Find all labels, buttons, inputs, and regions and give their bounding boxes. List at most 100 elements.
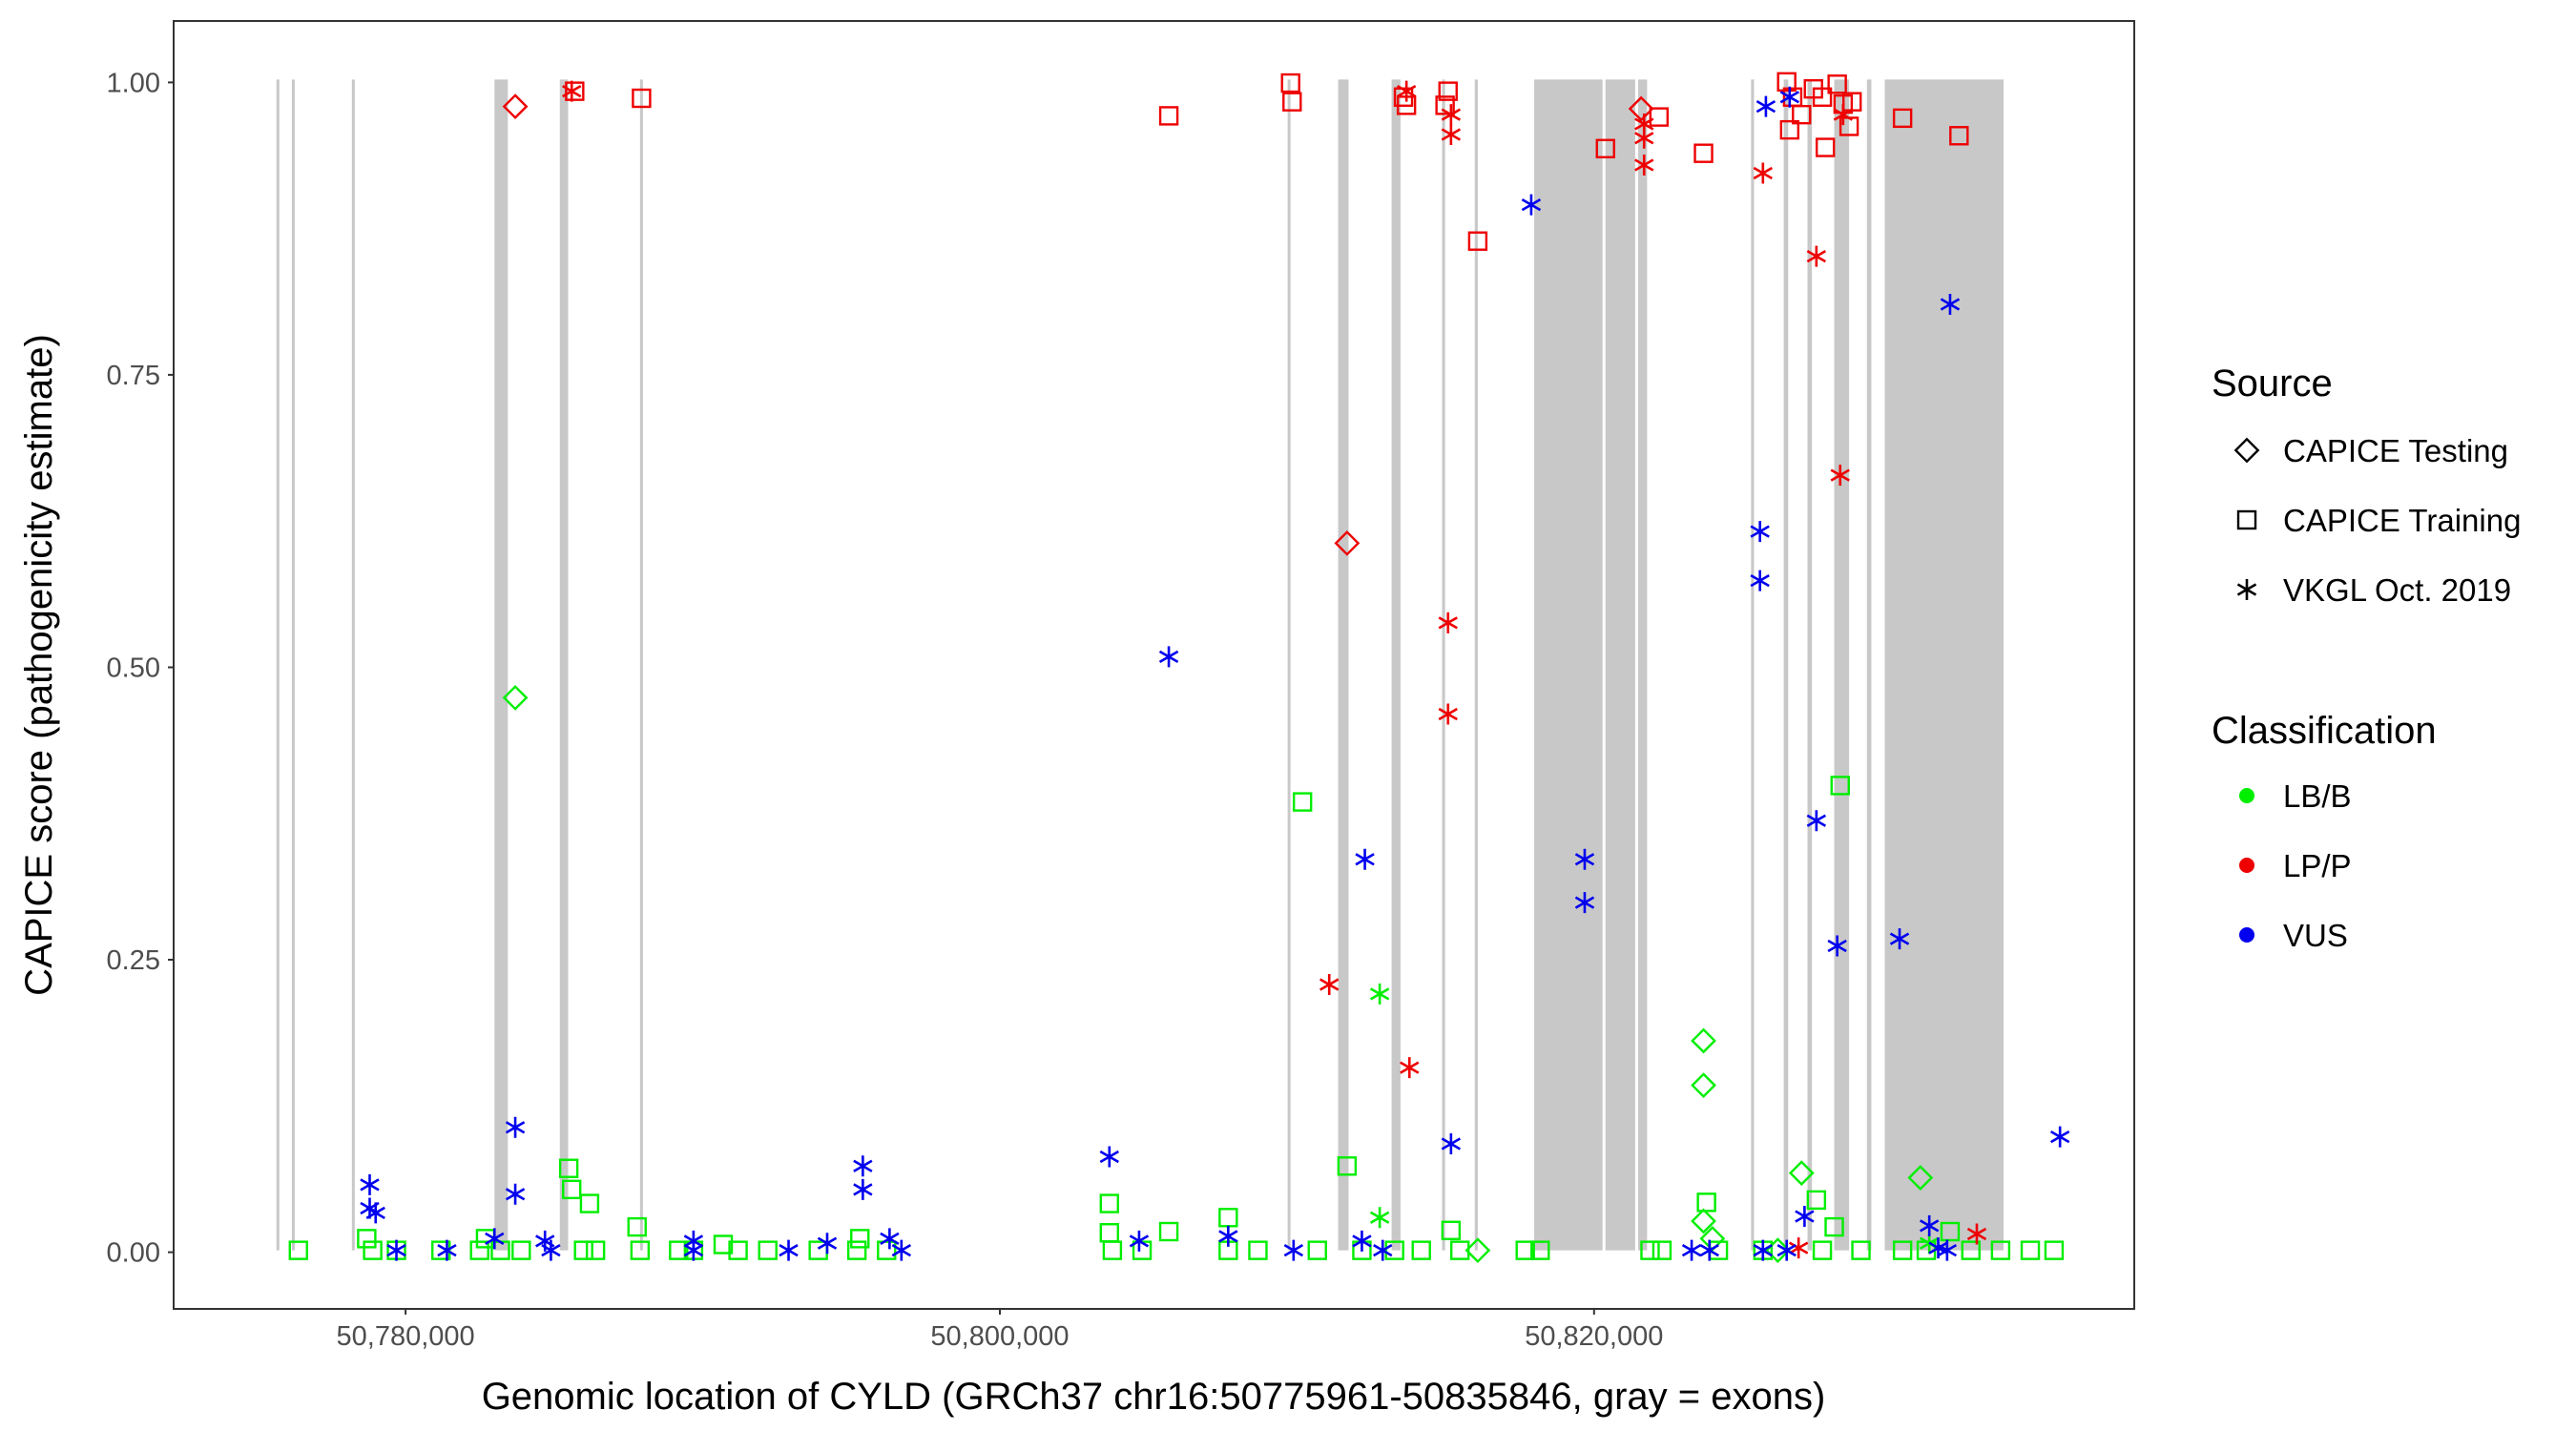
data-point-asterisk xyxy=(1755,95,1776,117)
y-axis-title: CAPICE score (pathogenicity estimate) xyxy=(18,334,60,996)
data-point-diamond xyxy=(1691,1208,1716,1234)
data-point-asterisk xyxy=(2049,1126,2070,1148)
data-point-asterisk xyxy=(1795,1206,1815,1228)
data-point-asterisk xyxy=(1441,1132,1462,1154)
data-point-asterisk xyxy=(1574,848,1595,870)
data-point-diamond xyxy=(1465,1237,1491,1264)
data-point-square xyxy=(1411,1240,1431,1260)
data-point-square xyxy=(713,1234,734,1255)
legend-key-vus xyxy=(2239,927,2254,943)
data-point-asterisk xyxy=(1827,935,1847,957)
data-point-square xyxy=(850,1229,870,1249)
legend-key-asterisk xyxy=(2236,579,2257,600)
legend-classification-label: LB/B xyxy=(2283,778,2352,814)
data-point-asterisk xyxy=(1441,124,1462,146)
exon-band xyxy=(1391,79,1401,1251)
data-point-asterisk xyxy=(1574,892,1595,914)
legend-key-lbb xyxy=(2239,788,2254,803)
legend-source-title: Source xyxy=(2212,363,2333,404)
data-point-square xyxy=(1292,792,1313,812)
data-point-asterisk xyxy=(880,1228,900,1250)
data-point-square xyxy=(1515,1240,1535,1260)
legend-classification-label: LP/P xyxy=(2283,848,2352,883)
plot-panel-border xyxy=(173,20,2135,1310)
data-point-asterisk xyxy=(853,1178,873,1200)
exon-band xyxy=(1638,79,1648,1251)
y-axis: 0.00 0.25 0.50 0.75 1.00 xyxy=(107,68,174,1269)
data-point-asterisk xyxy=(1400,1057,1420,1079)
data-point-square xyxy=(1779,119,1800,140)
exon-band xyxy=(1442,79,1445,1251)
exon-band xyxy=(291,79,295,1251)
data-point-square xyxy=(1282,92,1302,112)
y-tick-label: 0.75 xyxy=(107,361,160,391)
data-point-square xyxy=(1467,231,1488,251)
legend-key-lpp xyxy=(2239,858,2254,873)
data-point-diamond xyxy=(502,93,529,119)
exon-band xyxy=(1287,79,1291,1251)
data-point-asterisk xyxy=(1750,521,1770,543)
data-point-diamond xyxy=(1628,95,1654,122)
exon-band xyxy=(1338,79,1349,1251)
data-point-asterisk xyxy=(1634,127,1654,149)
legend-classification-label: VUS xyxy=(2283,918,2348,953)
exon-band xyxy=(1605,79,1635,1251)
data-point-asterisk xyxy=(1966,1223,1987,1245)
exon-band xyxy=(1751,79,1755,1251)
data-point-asterisk xyxy=(1889,928,1910,950)
data-point-square xyxy=(1940,1221,1961,1242)
data-point-asterisk xyxy=(386,1239,406,1261)
data-point-asterisk xyxy=(1776,1239,1797,1261)
data-point-square xyxy=(1949,126,1969,146)
data-point-square xyxy=(627,1216,647,1237)
data-point-asterisk xyxy=(1218,1225,1238,1247)
data-point-asterisk xyxy=(360,1173,380,1195)
exon-band xyxy=(1807,79,1813,1251)
data-point-asterisk xyxy=(1753,162,1773,184)
data-point-diamond xyxy=(1788,1160,1815,1187)
data-point-asterisk xyxy=(541,1239,561,1261)
exon-band xyxy=(639,79,643,1251)
x-axis-title: Genomic location of CYLD (GRCh37 chr16:5… xyxy=(482,1376,1826,1418)
data-point-asterisk xyxy=(1940,294,1961,315)
legend-source-label: CAPICE Training xyxy=(2283,503,2521,538)
data-point-square xyxy=(1693,143,1714,163)
data-point-square xyxy=(1438,81,1458,101)
data-point-square xyxy=(1595,138,1615,158)
data-point-asterisk xyxy=(1928,1237,1948,1259)
data-point-square xyxy=(846,1240,867,1260)
data-point-asterisk xyxy=(1369,1207,1390,1229)
legend-source-keys xyxy=(2233,437,2260,600)
exon-band xyxy=(1834,79,1850,1251)
data-point-asterisk xyxy=(1919,1214,1940,1236)
data-points xyxy=(288,72,2070,1264)
data-point-square xyxy=(2020,1240,2041,1260)
data-point-square xyxy=(1812,87,1833,107)
data-point-asterisk xyxy=(1788,1237,1809,1259)
data-point-asterisk xyxy=(1521,194,1542,216)
exon-band xyxy=(1866,79,1872,1251)
data-point-square xyxy=(1384,1240,1404,1260)
data-point-asterisk xyxy=(1438,612,1458,633)
data-point-asterisk xyxy=(437,1239,457,1261)
exon-band xyxy=(1474,79,1478,1251)
data-point-square xyxy=(1830,776,1850,796)
data-point-square xyxy=(1441,1220,1462,1240)
data-point-square xyxy=(1990,1240,2011,1260)
data-point-asterisk xyxy=(1779,86,1799,108)
data-point-square xyxy=(1815,137,1836,157)
data-point-diamond xyxy=(502,684,529,711)
x-tick-label: 50,820,000 xyxy=(1525,1321,1663,1352)
data-point-asterisk xyxy=(1099,1146,1119,1168)
data-point-square xyxy=(288,1240,308,1260)
data-point-square xyxy=(1824,1216,1844,1237)
data-point-square xyxy=(630,1240,651,1260)
data-point-asterisk xyxy=(505,1116,526,1138)
data-point-asterisk xyxy=(1396,80,1417,102)
data-point-square xyxy=(1806,1190,1827,1211)
data-point-asterisk xyxy=(1753,1239,1773,1261)
x-tick-label: 50,780,000 xyxy=(337,1321,475,1352)
data-point-square xyxy=(1248,1240,1268,1260)
data-point-asterisk xyxy=(1373,1239,1393,1261)
legend-key-square xyxy=(2236,509,2257,530)
